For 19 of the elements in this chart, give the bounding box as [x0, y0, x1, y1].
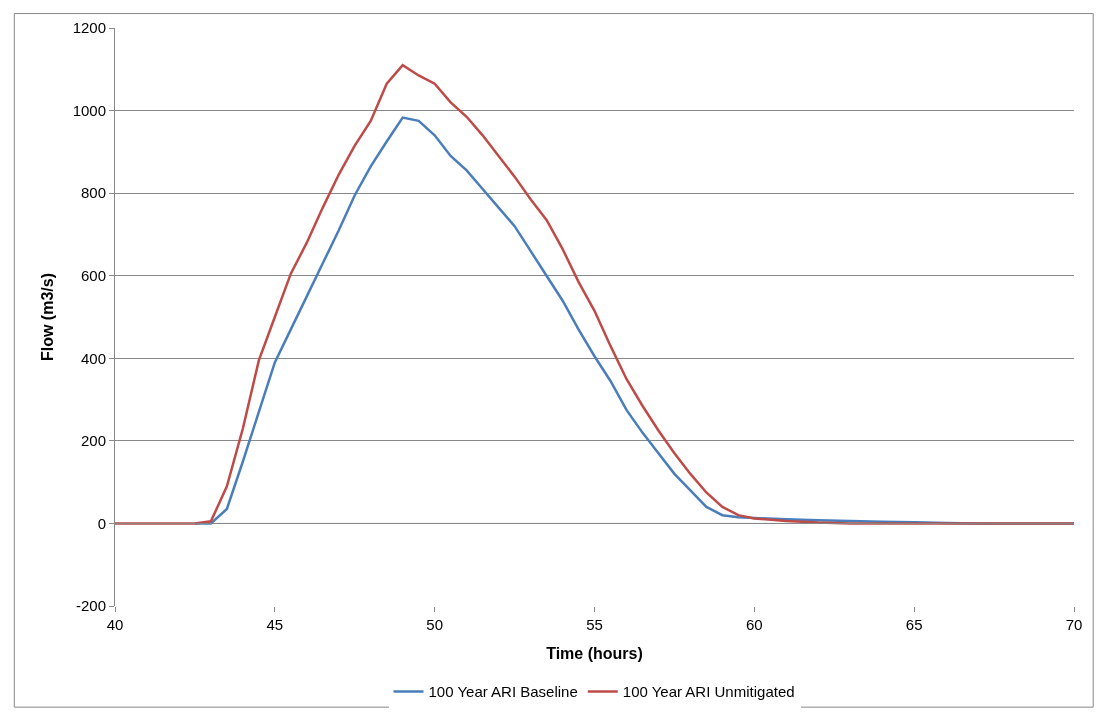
y-tick-label: 1000 [72, 101, 106, 119]
y-tick-label: 1200 [72, 19, 106, 37]
x-tick-label: 70 [1065, 616, 1083, 633]
y-axis-title: Flow (m3/s) [38, 272, 56, 362]
x-tick-label: 40 [106, 616, 124, 633]
y-tick-label: 600 [80, 266, 106, 284]
x-tick-label: 60 [745, 616, 763, 633]
x-axis-title: Time (hours) [546, 644, 643, 662]
y-tick-label: 200 [80, 432, 106, 450]
x-tick-label: 65 [905, 616, 923, 633]
legend-label: 100 Year ARI Baseline [428, 683, 578, 701]
y-tick-label: 400 [80, 349, 106, 367]
x-tick-label: 55 [586, 616, 603, 633]
x-tick-label: 50 [426, 616, 444, 633]
y-tick-label: 0 [97, 514, 106, 532]
x-tick-label: 45 [266, 616, 284, 633]
y-tick-label: 800 [80, 184, 106, 202]
y-tick-label: -200 [75, 597, 106, 615]
legend-label: 100 Year ARI Unmitigated [622, 683, 795, 701]
